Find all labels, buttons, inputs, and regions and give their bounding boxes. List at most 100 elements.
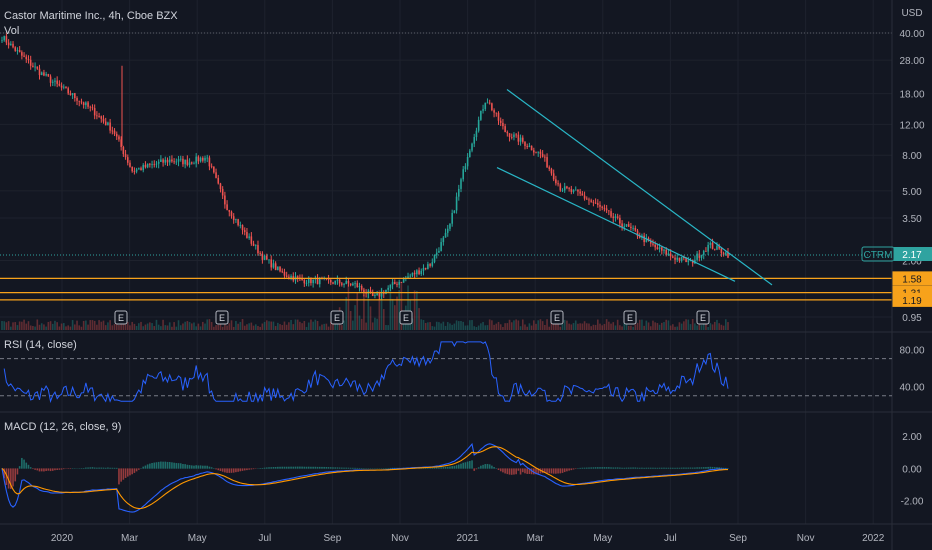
macd-histogram-bar (310, 466, 312, 469)
candle-body (111, 130, 114, 132)
candle-body (563, 186, 566, 191)
macd-histogram-bar (495, 468, 498, 469)
candle-body (634, 227, 637, 231)
volume-bar (363, 294, 365, 330)
macd-histogram-bar (451, 466, 453, 469)
volume-bar (341, 325, 343, 330)
candle-body (667, 253, 670, 256)
candle-body (541, 153, 544, 157)
macd-histogram-bar (672, 467, 674, 469)
volume-bar (605, 319, 608, 330)
candle-body (513, 134, 515, 138)
candle-body (413, 272, 416, 275)
volume-bar (594, 324, 597, 330)
macd-histogram-bar (429, 467, 431, 469)
candle-body (74, 93, 76, 99)
candle-body (656, 247, 659, 250)
volume-bar (473, 326, 476, 330)
volume-bar (482, 321, 484, 330)
volume-bar (627, 325, 630, 330)
grid-lines (0, 0, 892, 524)
macd-histogram-bar (199, 465, 202, 469)
symbol-title[interactable]: Castor Maritime Inc., 4h, Cboe BZX (4, 10, 178, 22)
volume-bar (312, 321, 314, 330)
candle-body (687, 260, 690, 263)
rsi-title[interactable]: RSI (14, close) (4, 339, 77, 351)
volume-bar (674, 326, 676, 330)
ticker-badge[interactable]: CTRM 2.17 (861, 246, 932, 262)
macd-histogram-bar (213, 468, 215, 469)
macd-histogram-bar (155, 462, 158, 469)
candle-body (663, 249, 665, 251)
volume-bar (235, 321, 237, 330)
macd-histogram-bar (164, 461, 167, 469)
macd-histogram-bar (18, 466, 21, 469)
volume-bar (528, 323, 531, 330)
macd-histogram-bar (387, 468, 389, 469)
volume-bar (431, 326, 434, 330)
volume-bar (451, 324, 453, 330)
price-axis[interactable]: 40.00 28.00 18.00 12.00 8.00 5.00 3.50 2.00 0.95 (899, 29, 924, 324)
volume-bar (660, 322, 663, 330)
volume-bar (678, 322, 681, 330)
price-candles[interactable] (1, 31, 729, 301)
macd-histogram-bar (268, 467, 270, 469)
volume-bar (574, 320, 577, 330)
rsi-line (3, 341, 729, 404)
candle-body (557, 183, 559, 185)
time-axis[interactable]: 2020 Mar May Jul Sep Nov 2021 Mar May Jul Sep Nov 20… (51, 533, 885, 544)
volume-bar (709, 323, 712, 330)
candle-body (3, 36, 6, 41)
candle-body (550, 168, 553, 174)
candle-body (519, 137, 522, 142)
volume-bar (396, 296, 398, 330)
macd-histogram-bar (431, 467, 434, 469)
volume-bar (376, 318, 378, 330)
macd-histogram-bar (261, 467, 264, 469)
candle-body (411, 272, 414, 276)
macd-histogram-bar (559, 468, 562, 474)
candle-body (449, 223, 451, 229)
candle-body (307, 277, 310, 283)
macd-histogram-bar (687, 467, 690, 469)
macd-histogram-bar (193, 465, 195, 469)
volume-bar (279, 324, 281, 330)
macd-pane[interactable]: 2.00 0.00 -2.00 (1, 432, 924, 513)
volume-bar (252, 325, 255, 330)
horizontal-levels[interactable]: 1.581.311.19 (0, 271, 932, 307)
macd-title[interactable]: MACD (12, 26, close, 9) (4, 421, 121, 433)
candle-body (594, 202, 597, 204)
macd-histogram-bar (630, 467, 632, 469)
candle-body (18, 50, 21, 53)
wedge-trendlines[interactable] (496, 89, 773, 286)
macd-histogram-bar (3, 468, 6, 479)
volume-bar (537, 320, 540, 330)
volume-bar (113, 323, 116, 330)
rsi-pane[interactable]: 80.00 40.00 (0, 341, 925, 404)
volume-bar (78, 325, 81, 330)
volume-bar (129, 325, 131, 330)
macd-histogram-bar (614, 467, 617, 469)
macd-histogram-bar (667, 467, 670, 469)
macd-histogram-bar (665, 467, 668, 469)
volume-bar (610, 323, 612, 330)
macd-histogram-bar (638, 467, 641, 469)
volume-bar (195, 326, 197, 330)
volume-bar (663, 322, 665, 330)
macd-histogram-bar (270, 467, 273, 469)
candle-body (592, 201, 595, 203)
volume-bar (164, 325, 167, 330)
volume-bar (442, 321, 445, 330)
macd-histogram-bar (442, 467, 445, 469)
candle-body (727, 252, 729, 258)
volume-bar (16, 325, 19, 330)
volume-bar (104, 325, 107, 330)
volume-bar (358, 315, 361, 330)
candle-body (80, 101, 83, 103)
volume-bar (120, 324, 122, 330)
macd-histogram-bar (590, 467, 592, 469)
candle-body (219, 183, 222, 189)
volume-bar (126, 321, 129, 330)
